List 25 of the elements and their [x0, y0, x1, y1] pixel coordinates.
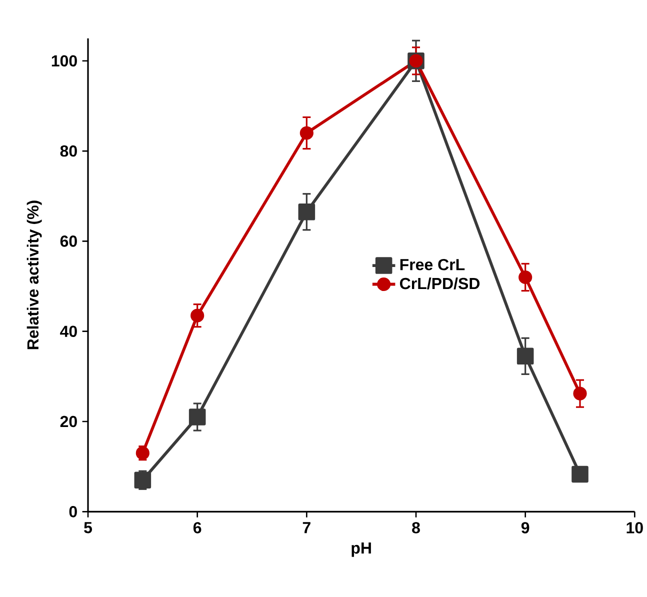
- x-tick-label: 6: [193, 522, 202, 534]
- x-tick-label: 9: [521, 522, 530, 534]
- x-tick-label: 5: [84, 522, 92, 534]
- legend-label: Free CrL: [400, 258, 465, 270]
- point: [573, 386, 587, 400]
- point: [300, 126, 314, 140]
- x-tick-label: 8: [412, 522, 420, 534]
- y-axis-title: Relative activity (%): [26, 200, 42, 350]
- x-tick-label: 10: [626, 522, 643, 534]
- point: [190, 308, 204, 322]
- x-tick-label: 7: [302, 522, 310, 534]
- y-tick-label: 20: [60, 416, 77, 428]
- y-tick-label: 60: [60, 236, 77, 247]
- y-tick-label: 80: [60, 145, 77, 157]
- y-tick-label: 100: [52, 55, 77, 67]
- point: [188, 408, 206, 426]
- x-axis-title: pH: [352, 542, 371, 557]
- point: [572, 466, 588, 483]
- point: [516, 348, 534, 365]
- point: [298, 203, 316, 220]
- point: [134, 472, 152, 489]
- legend-label: CrL/PD/SD: [400, 277, 480, 290]
- y-tick-label: 40: [60, 326, 77, 338]
- y-tick-label: 0: [69, 506, 77, 518]
- point: [518, 270, 532, 284]
